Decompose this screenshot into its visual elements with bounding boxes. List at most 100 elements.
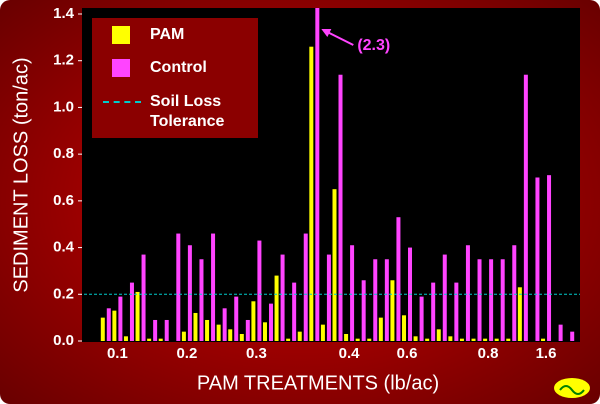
bar — [181, 331, 186, 341]
bar — [494, 338, 499, 341]
bar — [390, 280, 395, 341]
y-tick-label: 0.8 — [53, 145, 74, 162]
bar — [465, 245, 470, 341]
bar — [396, 217, 401, 341]
bar — [500, 259, 505, 341]
y-tick-label: 1.4 — [53, 5, 75, 22]
y-axis-title: SEDIMENT LOSS (ton/ac) — [10, 57, 32, 292]
bar — [292, 282, 297, 341]
bar — [268, 303, 273, 341]
bar — [251, 301, 256, 341]
bar — [193, 312, 198, 341]
bar — [517, 287, 522, 341]
x-tick-label: 0.6 — [397, 345, 418, 362]
bar — [442, 254, 447, 341]
bar — [419, 296, 424, 341]
bar — [147, 338, 152, 341]
y-tick-label: 0.4 — [53, 239, 75, 256]
bar — [262, 322, 267, 341]
bar — [344, 333, 349, 341]
bar — [471, 338, 476, 341]
bar — [425, 338, 430, 341]
x-tick-label: 0.3 — [246, 345, 267, 362]
bar — [303, 233, 308, 341]
bar — [141, 254, 146, 341]
bar — [384, 259, 389, 341]
bar — [378, 317, 383, 341]
legend-swatch — [112, 59, 130, 77]
bar — [332, 189, 337, 341]
bar — [100, 317, 105, 341]
bar — [153, 319, 158, 341]
x-tick-label: 0.2 — [176, 345, 197, 362]
x-tick-label: 0.1 — [107, 345, 128, 362]
bar — [413, 336, 418, 341]
x-tick-label: 1.6 — [536, 345, 557, 362]
bar — [118, 296, 123, 341]
bar — [477, 259, 482, 341]
bar — [367, 338, 372, 341]
y-tick-label: 1.0 — [53, 98, 74, 115]
bar — [361, 280, 366, 341]
annotation-arrowhead — [321, 29, 332, 37]
bar — [512, 245, 517, 341]
bar — [436, 329, 441, 341]
bar — [135, 291, 140, 341]
bar — [338, 74, 343, 341]
y-tick-label: 0.2 — [53, 285, 74, 302]
bar — [373, 259, 378, 341]
x-tick-label: 0.4 — [339, 345, 361, 362]
bar — [158, 338, 163, 341]
bar — [309, 46, 314, 341]
bar — [315, 8, 320, 342]
legend-label: Soil Loss Tolerance — [150, 93, 225, 130]
bar — [320, 324, 325, 341]
bar — [558, 324, 563, 341]
bar — [286, 338, 291, 341]
bar — [280, 254, 285, 341]
bar — [176, 233, 181, 341]
bar — [459, 338, 464, 341]
y-tick-label: 0.0 — [53, 332, 74, 349]
bar — [239, 333, 244, 341]
bar — [297, 331, 302, 341]
bar — [448, 336, 453, 341]
bar — [106, 308, 111, 341]
bar — [222, 308, 227, 341]
bar — [355, 338, 360, 341]
bar — [541, 338, 546, 341]
bar — [489, 259, 494, 341]
bar — [234, 296, 239, 341]
x-axis-title: PAM TREATMENTS (lb/ac) — [197, 372, 439, 394]
legend-label: Control — [150, 59, 207, 76]
bar — [129, 282, 134, 341]
y-tick-label: 1.2 — [53, 52, 74, 69]
bar — [535, 177, 540, 341]
bar — [547, 175, 552, 341]
bar — [211, 233, 216, 341]
x-tick-label: 0.8 — [478, 345, 499, 362]
bar — [274, 275, 279, 341]
bar — [326, 254, 331, 341]
legend-swatch — [103, 101, 141, 103]
bar — [506, 338, 511, 341]
bar — [112, 310, 117, 341]
bar — [483, 338, 488, 341]
bar — [164, 319, 169, 341]
legend-swatch — [112, 26, 130, 44]
logo — [554, 378, 590, 398]
bar — [245, 319, 250, 341]
y-tick-label: 0.6 — [53, 192, 74, 209]
bar — [216, 324, 221, 341]
bar — [454, 282, 459, 341]
bar — [199, 259, 204, 341]
bar — [123, 336, 128, 341]
bar — [205, 319, 210, 341]
bar — [431, 282, 436, 341]
bar — [523, 74, 528, 341]
bar — [257, 240, 262, 341]
bar — [187, 245, 192, 341]
bar — [350, 245, 355, 341]
